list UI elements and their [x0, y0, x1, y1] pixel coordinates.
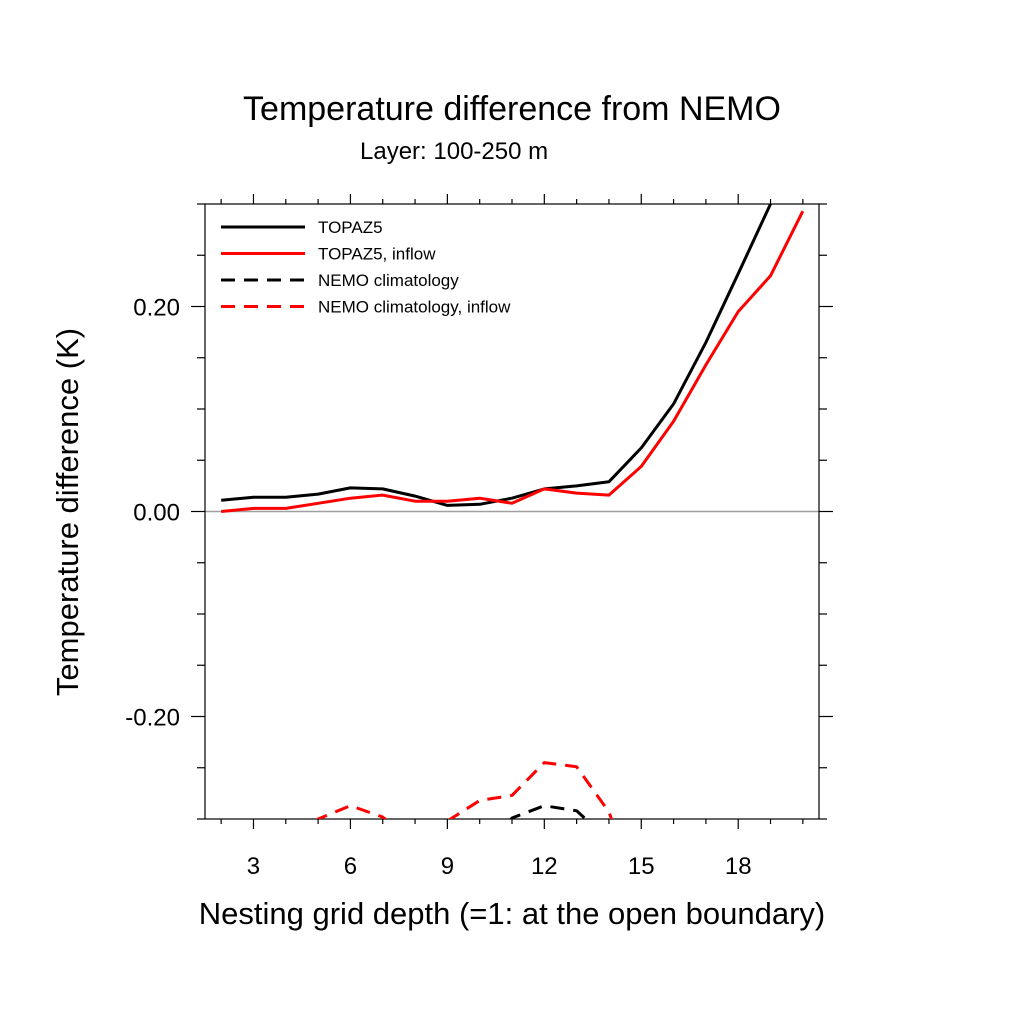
x-tick-label: 18	[725, 853, 752, 880]
axes-layer: 3 6 9 12 15 18 -0.20 0.00 0.20	[125, 194, 833, 880]
legend-label: NEMO climatology	[318, 271, 459, 290]
x-tick-label: 3	[247, 853, 260, 880]
y-tick-label: 0.20	[133, 295, 180, 322]
series-line-4	[447, 761, 614, 819]
x-axis-label: Nesting grid depth (=1: at the open boun…	[199, 896, 825, 931]
legend-label: TOPAZ5, inflow	[318, 245, 436, 264]
series-line-4	[315, 804, 388, 819]
x-tick-label: 6	[344, 853, 357, 880]
series-line-1	[221, 204, 772, 507]
y-tick-label: -0.20	[125, 705, 180, 732]
chart-title: Temperature difference from NEMO	[243, 90, 781, 128]
x-tick-label: 12	[531, 853, 558, 880]
series-layer	[221, 204, 805, 819]
y-axis-label: Temperature difference (K)	[50, 328, 85, 696]
x-tick-label: 15	[628, 853, 655, 880]
legend-label: TOPAZ5	[318, 218, 383, 237]
legend-label: NEMO climatology, inflow	[318, 298, 511, 317]
y-tick-label: 0.00	[133, 500, 180, 527]
x-tick-label: 9	[441, 853, 454, 880]
series-line-2	[221, 210, 805, 513]
legend: TOPAZ5 TOPAZ5, inflow NEMO climatology NEMO…	[221, 218, 511, 317]
series-line-3	[509, 804, 588, 819]
chart-subtitle: Layer: 100-250 m	[360, 138, 549, 165]
